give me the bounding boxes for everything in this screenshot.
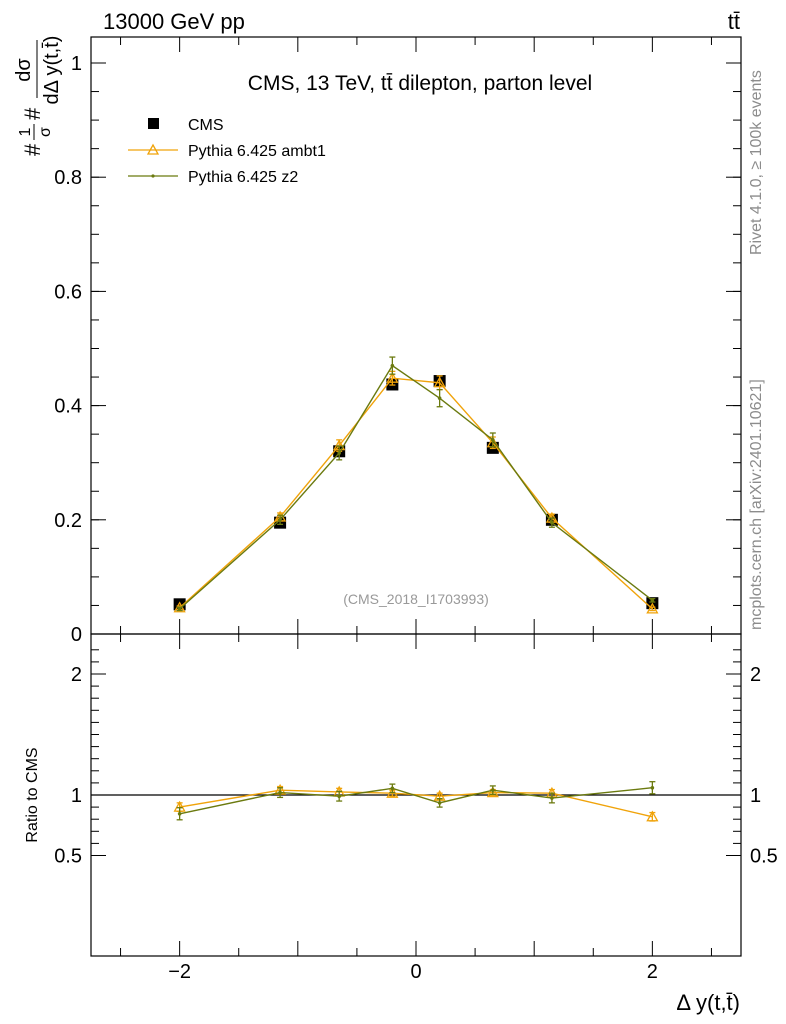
z2-data-point xyxy=(390,363,395,368)
main-y-tick-label: 0 xyxy=(71,624,82,646)
ratio-z2-point xyxy=(278,790,282,795)
ratio-z2-point xyxy=(650,785,655,790)
y-label-num: dσ xyxy=(13,58,35,82)
series-line-1 xyxy=(179,377,653,610)
ratio-data-marks xyxy=(173,781,659,822)
z2-data-point xyxy=(278,518,282,522)
ratio-y-tick-label: 0.5 xyxy=(54,846,82,868)
ratio-z2-point xyxy=(390,786,395,791)
y-label-frac-num: 1 xyxy=(17,127,34,136)
main-plot-title: CMS, 13 TeV, tt̄ dilepton, parton level xyxy=(248,72,592,95)
ratio-axes: −2 0 2 0.5 0.5 1 1 2 2 xyxy=(54,634,778,983)
ratio-z2-point xyxy=(177,811,182,816)
y-label-frac-den: σ xyxy=(37,127,54,137)
main-axes: 0 0.2 0.4 0.6 0.8 1 xyxy=(54,37,741,646)
y-label-prefix: # xyxy=(20,143,45,156)
ambt1-data-point xyxy=(646,602,659,614)
ratio-z2-point xyxy=(491,788,495,792)
ratio-y-tick-label-right: 0.5 xyxy=(750,846,778,868)
legend-cms-marker xyxy=(148,118,159,129)
legend-cms-label: CMS xyxy=(188,117,224,134)
ratio-series-line-1 xyxy=(179,787,653,815)
z2-data-point xyxy=(650,598,655,603)
legend-ambt1-marker xyxy=(146,143,160,155)
series-line-2 xyxy=(179,364,653,610)
mcplots-label: mcplots.cern.ch [arXiv:2401.10621] xyxy=(748,379,765,630)
x-tick-label: 0 xyxy=(410,961,421,983)
y-label-prefix-2: # xyxy=(20,107,45,120)
ratio-z2-point xyxy=(437,801,442,805)
legend-ambt1-label: Pythia 6.425 ambt1 xyxy=(188,143,326,160)
main-y-tick-label: 1 xyxy=(71,53,82,75)
main-y-tick-label: 0.2 xyxy=(54,510,82,532)
main-y-tick-label: 0.4 xyxy=(54,396,82,418)
main-y-axis-label: # 1 σ # dσ dΔ y(t,t̄) xyxy=(13,36,63,156)
z2-data-point xyxy=(491,438,495,442)
z2-data-point xyxy=(550,520,554,525)
rivet-version-label: Rivet 4.1.0, ≥ 100k events xyxy=(748,70,765,255)
x-tick-label: 2 xyxy=(647,961,658,983)
legend-z2-marker xyxy=(151,174,155,178)
ratio-y-axis-label: Ratio to CMS xyxy=(24,747,41,842)
main-y-tick-label: 0.6 xyxy=(54,281,82,303)
x-axis-label: Δ y(t,t̄) xyxy=(676,990,740,1015)
z2-data-point xyxy=(177,607,182,611)
ratio-ambt1-point xyxy=(486,786,499,798)
ratio-y-tick-label-right: 2 xyxy=(750,664,761,686)
ratio-y-tick-label: 2 xyxy=(71,664,82,686)
z2-data-point xyxy=(437,396,442,400)
z2-data-point xyxy=(337,451,341,455)
ratio-series-line-0 xyxy=(179,789,653,818)
ambt1-data-point xyxy=(433,376,446,388)
analysis-watermark: (CMS_2018_I1703993) xyxy=(343,591,489,607)
legend-z2-label: Pythia 6.425 z2 xyxy=(188,169,298,186)
y-label-den: dΔ y(t,t̄) xyxy=(41,36,63,105)
main-data-marks xyxy=(173,356,659,614)
ratio-z2-point xyxy=(337,794,341,799)
main-y-tick-label: 0.8 xyxy=(54,167,82,189)
ambt1-data-point xyxy=(386,371,399,383)
ratio-z2-point xyxy=(550,796,554,800)
ratio-y-tick-label-right: 1 xyxy=(750,785,761,807)
ratio-ambt1-point xyxy=(646,810,659,822)
legend: CMS Pythia 6.425 ambt1 Pythia 6.425 z2 xyxy=(128,117,326,186)
header-energy-label: 13000 GeV pp xyxy=(103,9,245,34)
x-tick-label: −2 xyxy=(168,961,191,983)
ratio-y-tick-label: 1 xyxy=(71,785,82,807)
header-process-label: tt̄ xyxy=(728,9,740,34)
